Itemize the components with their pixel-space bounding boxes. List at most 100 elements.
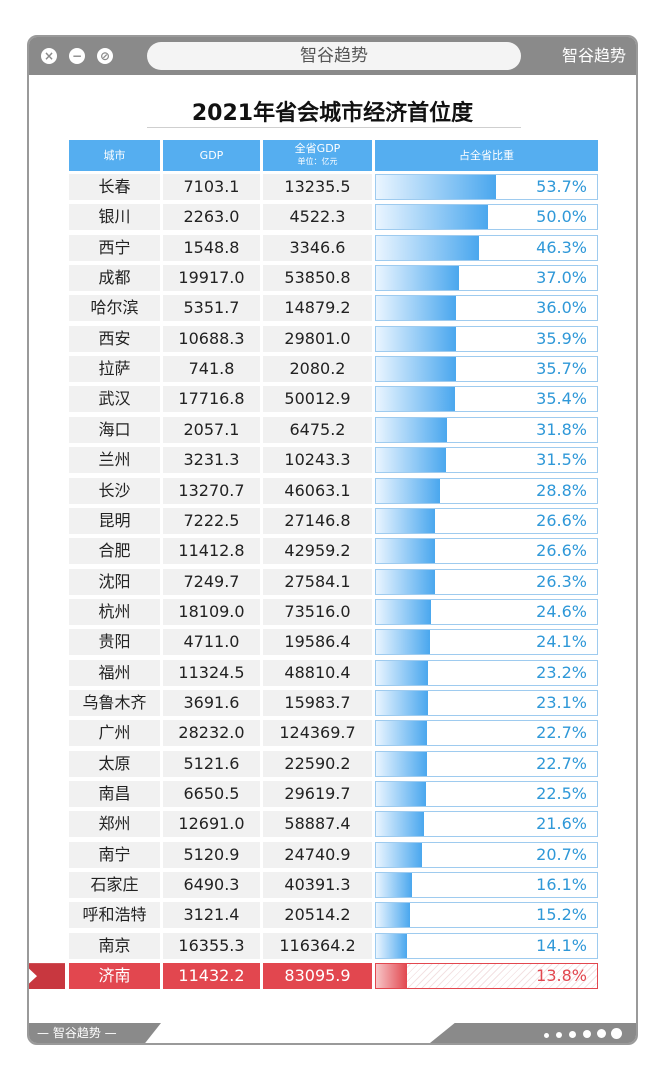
city-cell: 兰州 — [69, 447, 160, 474]
close-icon[interactable]: × — [41, 48, 57, 64]
prov-gdp-cell: 10243.3 — [263, 447, 372, 474]
share-label: 35.4% — [536, 389, 587, 409]
prov-gdp-cell: 24740.9 — [263, 841, 372, 868]
share-bar-track: 13.8% — [375, 963, 598, 990]
share-bar — [376, 508, 436, 533]
city-cell: 沈阳 — [69, 568, 160, 595]
minimize-icon[interactable]: − — [69, 48, 85, 64]
share-bar — [376, 175, 496, 199]
share-bar — [376, 721, 427, 746]
city-cell: 成都 — [69, 265, 160, 292]
prov-gdp-cell: 6475.2 — [263, 416, 372, 443]
page-dot[interactable] — [583, 1030, 591, 1038]
share-label: 26.6% — [536, 541, 587, 561]
share-label: 31.5% — [536, 450, 587, 470]
share-bar — [376, 690, 428, 715]
gdp-cell: 7103.1 — [163, 174, 260, 200]
table-row: 南京 16355.3 116364.2 14.1% — [29, 932, 636, 959]
share-bar — [376, 751, 427, 776]
prov-gdp-cell: 42959.2 — [263, 538, 372, 565]
gdp-cell: 6490.3 — [163, 872, 260, 899]
gdp-cell: 28232.0 — [163, 720, 260, 747]
share-label: 35.7% — [536, 359, 587, 379]
prov-gdp-cell: 40391.3 — [263, 872, 372, 899]
prov-gdp-cell: 29619.7 — [263, 781, 372, 807]
col-header-city: 城市 — [69, 140, 160, 171]
prov-gdp-cell: 27146.8 — [263, 507, 372, 534]
share-bar-track: 26.6% — [375, 507, 598, 534]
city-cell: 哈尔滨 — [69, 295, 160, 322]
col-header-share: 占全省比重 — [375, 140, 598, 171]
col-header-gdp: GDP — [163, 140, 260, 171]
table-row: 昆明 7222.5 27146.8 26.6% — [29, 507, 636, 534]
gdp-cell: 16355.3 — [163, 932, 260, 959]
window-frame: × − ⊘ 智谷趋势 智谷趋势 2021年省会城市经济首位度 城市 GDP 全省… — [27, 35, 638, 1045]
prov-gdp-cell: 3346.6 — [263, 234, 372, 261]
share-label: 36.0% — [536, 298, 587, 318]
block-icon[interactable]: ⊘ — [97, 48, 113, 64]
share-bar-track: 20.7% — [375, 841, 598, 868]
city-cell: 昆明 — [69, 507, 160, 534]
share-bar — [376, 660, 428, 685]
prov-gdp-cell: 116364.2 — [263, 932, 372, 959]
share-bar-track: 35.4% — [375, 386, 598, 413]
city-cell: 南宁 — [69, 841, 160, 868]
share-bar-track: 24.6% — [375, 598, 598, 625]
share-bar-track: 28.8% — [375, 477, 598, 504]
page-dot[interactable] — [611, 1028, 622, 1039]
share-label: 31.8% — [536, 419, 587, 439]
prov-gdp-cell: 50012.9 — [263, 386, 372, 413]
share-bar-track: 23.1% — [375, 689, 598, 716]
prov-gdp-cell: 15983.7 — [263, 689, 372, 716]
share-bar-track: 50.0% — [375, 204, 598, 231]
city-cell: 长沙 — [69, 477, 160, 504]
table-row: 福州 11324.5 48810.4 23.2% — [29, 659, 636, 686]
share-bar — [376, 448, 447, 473]
gdp-cell: 6650.5 — [163, 781, 260, 807]
gdp-cell: 10688.3 — [163, 325, 260, 352]
prov-gdp-cell: 53850.8 — [263, 265, 372, 292]
table-row: 呼和浩特 3121.4 20514.2 15.2% — [29, 902, 636, 929]
share-bar-track: 35.9% — [375, 325, 598, 352]
page-dot[interactable] — [569, 1031, 576, 1038]
share-label: 13.8% — [536, 966, 587, 986]
prov-gdp-cell: 58887.4 — [263, 811, 372, 838]
gdp-cell: 3231.3 — [163, 447, 260, 474]
share-bar-track: 16.1% — [375, 872, 598, 899]
page-dot[interactable] — [544, 1033, 549, 1038]
share-bar-track: 31.8% — [375, 416, 598, 443]
city-cell: 南京 — [69, 932, 160, 959]
footer-brand: — 智谷趋势 — — [29, 1023, 161, 1043]
share-bar-track: 35.7% — [375, 356, 598, 383]
page-dot[interactable] — [597, 1029, 606, 1038]
prov-gdp-cell: 46063.1 — [263, 477, 372, 504]
table-row: 长沙 13270.7 46063.1 28.8% — [29, 477, 636, 504]
prov-gdp-cell: 13235.5 — [263, 174, 372, 200]
table-row: 太原 5121.6 22590.2 22.7% — [29, 750, 636, 777]
page-dot[interactable] — [556, 1032, 562, 1038]
city-cell: 合肥 — [69, 538, 160, 565]
share-bar — [376, 842, 423, 867]
share-bar-track: 53.7% — [375, 174, 598, 200]
share-bar — [376, 205, 488, 230]
share-label: 53.7% — [536, 177, 587, 196]
share-bar — [376, 296, 457, 321]
city-cell: 福州 — [69, 659, 160, 686]
share-bar — [376, 326, 457, 351]
share-label: 22.7% — [536, 723, 587, 743]
share-bar-track: 21.6% — [375, 811, 598, 838]
share-bar — [376, 266, 459, 291]
gdp-cell: 1548.8 — [163, 234, 260, 261]
share-label: 21.6% — [536, 814, 587, 834]
city-cell: 广州 — [69, 720, 160, 747]
city-cell: 石家庄 — [69, 872, 160, 899]
share-bar-track: 22.7% — [375, 720, 598, 747]
gdp-cell: 12691.0 — [163, 811, 260, 838]
share-label: 23.1% — [536, 692, 587, 712]
gdp-cell: 5351.7 — [163, 295, 260, 322]
gdp-cell: 2263.0 — [163, 204, 260, 231]
share-label: 22.5% — [536, 784, 587, 803]
table-row: 郑州 12691.0 58887.4 21.6% — [29, 811, 636, 838]
share-bar — [376, 964, 407, 989]
table-row: 拉萨 741.8 2080.2 35.7% — [29, 356, 636, 383]
